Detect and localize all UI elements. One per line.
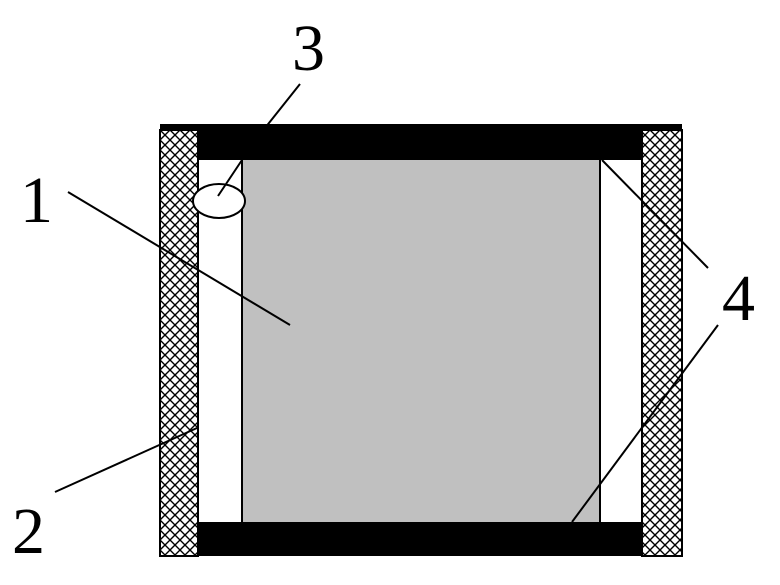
core-block — [241, 157, 601, 525]
callout-label-4: 4 — [722, 262, 755, 335]
top-plate — [160, 124, 682, 160]
callout-label-2: 2 — [12, 495, 45, 568]
leader-line-2 — [54, 427, 198, 493]
callout-label-1: 1 — [20, 164, 53, 237]
callout-label-3: 3 — [292, 12, 325, 85]
right-hatched-wall — [641, 129, 683, 557]
leader-line-4-lower — [571, 324, 719, 523]
bubble-ellipse — [192, 183, 246, 219]
left-hatched-wall — [159, 129, 199, 557]
leader-line-3-b — [217, 159, 243, 197]
leader-line-3-a — [264, 83, 301, 129]
leader-line-1 — [67, 191, 291, 326]
bottom-plate — [160, 522, 682, 556]
leader-line-4-upper — [601, 159, 709, 269]
